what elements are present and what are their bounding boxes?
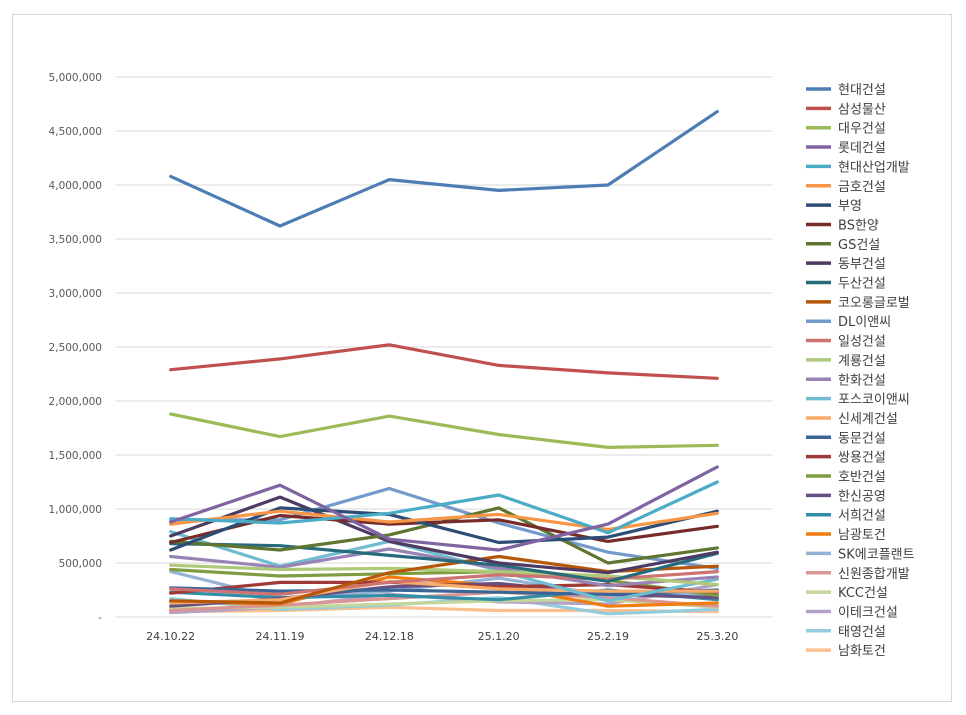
legend-item: 동부건설 — [806, 257, 886, 272]
legend-label: 쌍용건설 — [838, 451, 886, 466]
series-line — [169, 480, 719, 535]
y-tick-label: 500,000 — [59, 558, 102, 570]
legend-label: 남광토건 — [838, 528, 886, 543]
legend-item: 삼성물산 — [806, 102, 886, 117]
series-line — [169, 530, 719, 603]
series-line — [169, 579, 719, 605]
x-tick-label: 24.12.18 — [365, 630, 414, 643]
x-axis-ticks: 24.10.22 24.11.19 24.12.18 25.1.20 25.2.19 25… — [146, 630, 738, 643]
series-line — [169, 412, 719, 449]
legend-item: 신원종합개발 — [806, 567, 910, 582]
legend-item: 한화건설 — [806, 373, 886, 388]
legend-label: 동부건설 — [838, 257, 886, 272]
y-axis-ticks: - 500,000 1,000,000 1,500,000 2,000,000 2,500… — [49, 72, 103, 624]
legend-item: 일성건설 — [806, 335, 886, 350]
legend-item: 계룡건설 — [806, 354, 886, 369]
legend-item: 대우건설 — [806, 122, 886, 137]
legend-item: 현대산업개발 — [806, 160, 910, 175]
legend-item: 현대건설 — [806, 83, 886, 98]
legend-label: 동문건설 — [838, 431, 886, 446]
legend-label: 롯데건설 — [838, 141, 886, 156]
legend-label: 코오롱글로벌 — [838, 296, 910, 311]
y-tick-label: - — [98, 612, 102, 624]
legend-item: 신세계건설 — [806, 412, 898, 427]
legend-label: 신원종합개발 — [838, 567, 910, 582]
legend-item: 이테크건설 — [806, 605, 898, 620]
legend-item: 금호건설 — [806, 180, 886, 195]
series-line — [169, 465, 719, 552]
series-line — [169, 541, 719, 584]
x-tick-label: 24.10.22 — [146, 630, 195, 643]
legend-label: 태영건설 — [838, 625, 886, 640]
x-tick-label: 25.1.20 — [478, 630, 520, 643]
x-tick-label: 25.3.20 — [696, 630, 738, 643]
legend-label: 대우건설 — [838, 122, 886, 137]
series-line — [169, 513, 719, 545]
legend-item: 태영건설 — [806, 625, 886, 640]
y-tick-label: 2,500,000 — [49, 342, 102, 354]
legend-item: 두산건설 — [806, 277, 886, 292]
legend-item: GS건설 — [806, 238, 880, 253]
legend-item: 남화토건 — [806, 644, 886, 659]
legend-label: 이테크건설 — [838, 605, 898, 620]
y-tick-label: 3,500,000 — [49, 234, 102, 246]
legend-item: 부영 — [806, 199, 862, 214]
legend-item: 남광토건 — [806, 528, 886, 543]
y-tick-label: 3,000,000 — [49, 288, 102, 300]
series-line — [169, 509, 719, 532]
legend-label: SK에코플랜트 — [838, 547, 915, 562]
x-tick-label: 24.11.19 — [256, 630, 305, 643]
y-tick-label: 1,000,000 — [49, 504, 102, 516]
legend-item: 한신공영 — [806, 489, 886, 504]
legend-item: 호반건설 — [806, 470, 886, 485]
y-tick-label: 4,500,000 — [49, 126, 102, 138]
legend-label: 일성건설 — [838, 335, 886, 350]
y-tick-label: 1,500,000 — [49, 450, 102, 462]
series-line — [169, 109, 719, 228]
series-lines — [169, 109, 719, 616]
y-tick-label: 2,000,000 — [49, 396, 102, 408]
legend-label: 현대산업개발 — [838, 160, 910, 175]
series-line — [169, 495, 719, 575]
legend-label: 서희건설 — [838, 509, 886, 524]
legend-label: 호반건설 — [838, 470, 886, 485]
y-tick-label: 5,000,000 — [49, 72, 102, 84]
legend-label: 신세계건설 — [838, 412, 898, 427]
legend-item: 쌍용건설 — [806, 451, 886, 466]
legend-label: KCC건설 — [838, 586, 888, 601]
legend-label: 남화토건 — [838, 644, 886, 659]
legend-item: KCC건설 — [806, 586, 888, 601]
legend-item: SK에코플랜트 — [806, 547, 915, 562]
legend-label: GS건설 — [838, 238, 880, 253]
legend-item: BS한양 — [806, 218, 879, 233]
legend-item: 롯데건설 — [806, 141, 886, 156]
y-tick-label: 4,000,000 — [49, 180, 102, 192]
legend-label: 현대건설 — [838, 83, 886, 98]
x-tick-label: 25.2.19 — [587, 630, 629, 643]
series-line — [169, 590, 719, 613]
legend-label: 포스코이앤씨 — [838, 393, 910, 408]
legend-label: 계룡건설 — [838, 354, 886, 369]
legend-label: 한신공영 — [838, 489, 886, 504]
series-line — [169, 586, 719, 596]
legend-label: DL이앤씨 — [838, 315, 891, 330]
series-line — [169, 605, 719, 614]
gridlines — [116, 76, 772, 618]
legend-item: DL이앤씨 — [806, 315, 891, 330]
legend-label: 금호건설 — [838, 180, 886, 195]
legend-item: 서희건설 — [806, 509, 886, 524]
series-line — [169, 343, 719, 380]
legend-label: BS한양 — [838, 218, 879, 233]
legend-item: 코오롱글로벌 — [806, 296, 910, 311]
legend-label: 부영 — [838, 199, 862, 214]
legend-label: 한화건설 — [838, 373, 886, 388]
legend-label: 두산건설 — [838, 277, 886, 292]
legend-item: 포스코이앤씨 — [806, 393, 910, 408]
legend-item: 동문건설 — [806, 431, 886, 446]
legend-label: 삼성물산 — [838, 102, 886, 117]
